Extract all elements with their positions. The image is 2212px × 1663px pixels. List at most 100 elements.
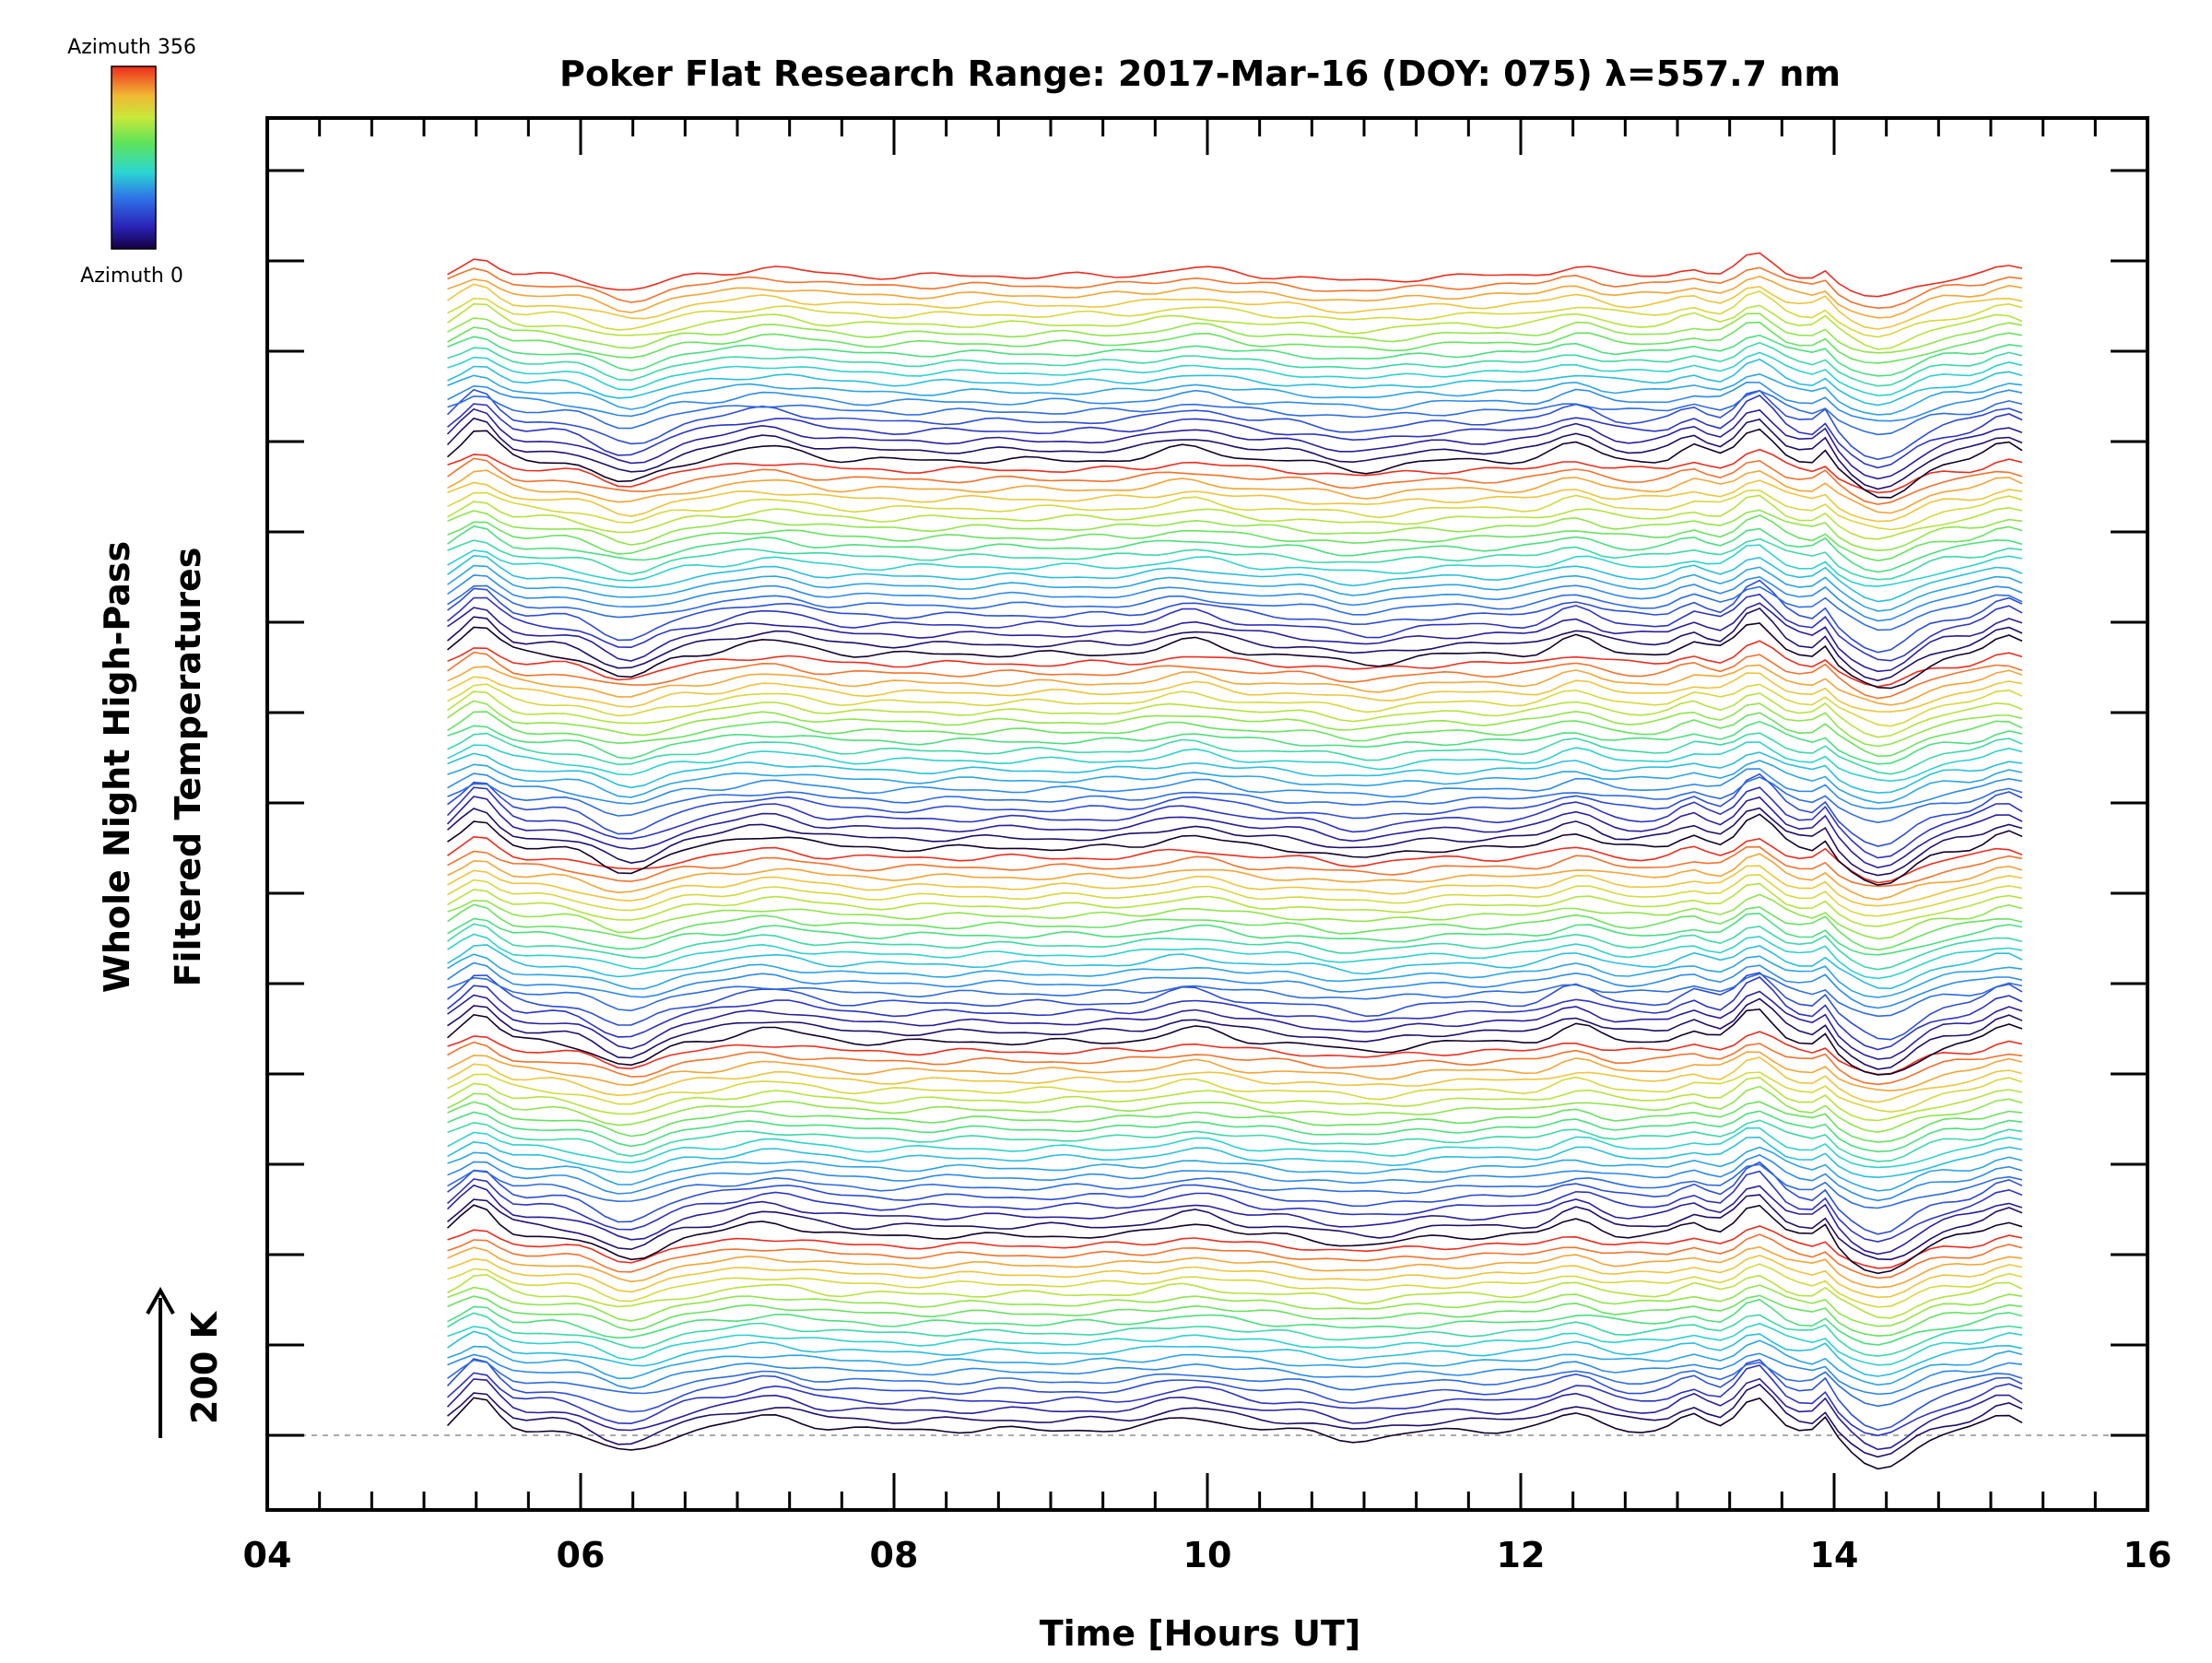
trace-line — [447, 700, 2023, 748]
trace-line — [447, 1339, 2023, 1386]
x-tick-label: 10 — [1183, 1535, 1232, 1575]
trace-line — [446, 607, 2023, 682]
trace-line — [447, 1294, 2023, 1338]
trace-line — [447, 489, 2023, 531]
trace-line — [447, 690, 2023, 738]
trace-line — [447, 283, 2023, 330]
trace-line — [447, 1273, 2023, 1319]
trace-line — [446, 417, 2023, 490]
trace-line — [447, 321, 2023, 364]
trace-line — [447, 923, 2023, 971]
y-axis-label: Whole Night High-Pass Filtered Temperatu… — [97, 541, 208, 993]
trace-line — [447, 751, 2023, 794]
x-tick-label: 04 — [243, 1535, 292, 1575]
trace-line — [446, 1364, 2023, 1437]
trace-line — [447, 732, 2023, 775]
y-axis-label-line2: Filtered Temperatures — [168, 548, 208, 987]
scale-bar-arrow-head — [146, 1286, 175, 1315]
trace-line — [446, 1397, 2023, 1470]
trace-line — [447, 1110, 2023, 1153]
x-tick-labels: 04 06 08 10 12 14 16 — [243, 1535, 2172, 1575]
colorbar-bottom-label: Azimuth 0 — [80, 265, 183, 288]
trace-line — [447, 973, 2023, 1018]
trace-line — [447, 1225, 2023, 1269]
trace-line — [446, 1377, 2023, 1451]
trace-line — [447, 1136, 2023, 1179]
trace-line — [447, 579, 2023, 654]
trace-line — [446, 1184, 2023, 1256]
trace-line — [447, 903, 2023, 951]
plot-frame — [265, 116, 2149, 1512]
trace-line — [447, 509, 2023, 552]
trace-line — [447, 457, 2023, 505]
trace-line — [447, 381, 2023, 422]
trace-line — [447, 469, 2023, 514]
trace-line — [446, 972, 2023, 1041]
trace-line — [447, 776, 2023, 824]
trace-line — [447, 1101, 2023, 1143]
trace-line — [447, 1299, 2023, 1346]
trace-line — [447, 913, 2023, 956]
trace-line — [447, 1163, 2023, 1209]
trace-line — [447, 266, 2023, 310]
trace-line — [446, 1358, 2023, 1431]
trace-line — [447, 1051, 2023, 1092]
trace-line — [447, 741, 2023, 783]
trace-line — [447, 1154, 2023, 1202]
trace-line — [447, 1126, 2023, 1169]
scale-bar: 200 K — [146, 1286, 225, 1438]
ticks — [265, 118, 2149, 1510]
trace-line — [447, 564, 2023, 612]
trace-line — [447, 997, 2023, 1070]
trace-line — [447, 290, 2023, 338]
trace-line — [446, 1204, 2023, 1275]
trace-line — [447, 1383, 2023, 1458]
trace-line — [447, 853, 2023, 901]
trace-line — [447, 1323, 2023, 1366]
trace-line — [447, 390, 2023, 436]
trace-line — [447, 990, 2023, 1060]
trace-line — [447, 1161, 2023, 1235]
trace-line — [446, 807, 2023, 877]
scale-bar-label: 200 K — [184, 1310, 225, 1424]
x-tick-label: 06 — [557, 1535, 606, 1575]
trace-line — [447, 351, 2023, 397]
trace-line — [447, 537, 2023, 581]
trace-line — [446, 1170, 2023, 1243]
trace-line — [446, 976, 2023, 1051]
trace-line — [447, 760, 2023, 804]
trace-line — [447, 479, 2023, 523]
trace-line — [446, 428, 2023, 499]
trace-line — [447, 882, 2023, 927]
x-tick-label: 08 — [870, 1535, 919, 1575]
trace-line — [447, 720, 2023, 765]
trace-line — [447, 1312, 2023, 1357]
trace-line — [447, 302, 2023, 350]
trace-line — [447, 683, 2023, 727]
x-tick-label: 14 — [1810, 1535, 1859, 1575]
trace-line — [447, 874, 2023, 917]
trace-line — [447, 1041, 2023, 1086]
trace-line — [447, 1076, 2023, 1122]
trace-line — [447, 341, 2023, 387]
trace-line — [447, 494, 2023, 540]
traces — [446, 252, 2023, 1470]
trace-line — [447, 846, 2023, 888]
trace-line — [447, 1085, 2023, 1134]
y-axis-label-line1: Whole Night High-Pass — [97, 541, 137, 993]
trace-line — [447, 1245, 2023, 1289]
trace-line — [446, 593, 2023, 662]
trace-line — [447, 651, 2023, 700]
trace-line — [447, 664, 2023, 706]
trace-line — [447, 1284, 2023, 1327]
trace-line — [447, 1056, 2023, 1103]
colorbar-top-label: Azimuth 356 — [67, 36, 196, 59]
trace-line — [447, 893, 2023, 940]
trace-line — [446, 1194, 2023, 1261]
trace-line — [447, 961, 2023, 1009]
trace-line — [446, 622, 2023, 690]
trace-line — [447, 525, 2023, 573]
trace-line — [447, 313, 2023, 354]
trace-line — [447, 514, 2023, 562]
